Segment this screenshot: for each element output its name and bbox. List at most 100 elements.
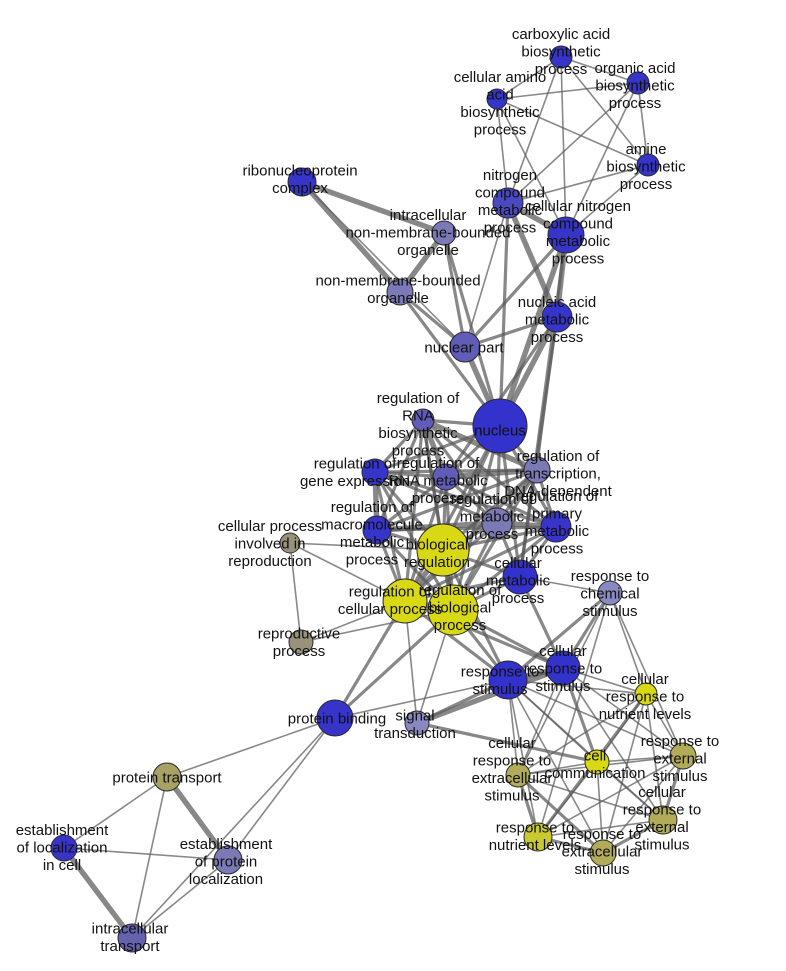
node-crextra[interactable] <box>505 762 531 788</box>
node-rstim[interactable] <box>488 660 528 700</box>
node-crnutr[interactable] <box>634 682 658 706</box>
edge-crstim-rext <box>562 667 684 757</box>
node-label-rextra: response to extracellular stimulus <box>562 826 643 878</box>
edge-rrbp-rcell <box>403 419 425 602</box>
node-amine[interactable] <box>636 153 660 177</box>
node-bioreg[interactable] <box>416 523 470 577</box>
label-layer: carboxylic acid biosynthetic processcellul… <box>16 26 719 955</box>
node-repro[interactable] <box>288 629 314 655</box>
node-carb[interactable] <box>549 45 573 69</box>
node-label-estloc: establishment of localization in cell <box>16 822 109 874</box>
node-rmet[interactable] <box>481 507 513 539</box>
node-label-rext: response to external stimulus <box>641 733 719 785</box>
edge-cprepro-repro <box>289 542 302 643</box>
node-ptrans[interactable] <box>152 762 182 792</box>
edge-ptrans-itrans <box>131 776 168 939</box>
edge-sigtrans-ccomm <box>416 721 598 764</box>
edge-organic-cnitro <box>565 82 639 236</box>
node-cnitro[interactable] <box>547 216 585 254</box>
node-label-organic: organic acid biosynthetic process <box>595 60 676 112</box>
node-rnutr[interactable] <box>523 822 553 852</box>
node-label-rrbp: regulation of RNA biosynthetic process <box>377 390 460 460</box>
edge-rchem-rnutr <box>537 592 611 838</box>
node-label-rgene: regulation of gene expression <box>300 456 410 491</box>
node-rbio[interactable] <box>427 584 479 636</box>
node-crstim[interactable] <box>545 650 581 686</box>
node-crext[interactable] <box>648 805 678 835</box>
node-label-rchem: response to chemical stimulus <box>571 568 649 620</box>
edge-crnutr-crextra <box>517 693 647 776</box>
node-cprepro[interactable] <box>279 532 301 554</box>
node-estloc[interactable] <box>50 834 78 862</box>
node-rmacro[interactable] <box>362 515 392 545</box>
node-cellmet[interactable] <box>502 559 538 595</box>
edge-nucacid-rtdna <box>536 316 558 471</box>
edge-carb-amine <box>560 56 649 166</box>
node-label-crext: cellular response to external stimulus <box>623 784 701 854</box>
edge-rgene-rmet <box>374 470 498 525</box>
node-label-rnutr: response to nutrient levels <box>489 820 582 855</box>
edge-amino-amine <box>496 98 649 166</box>
node-organic[interactable] <box>626 71 650 95</box>
node-label-nucleus: nucleus <box>474 422 526 439</box>
node-rrbp[interactable] <box>411 408 435 432</box>
edge-amino-organic <box>496 82 639 100</box>
edge-rnp-nucpart <box>301 181 466 348</box>
node-itrans[interactable] <box>117 923 147 953</box>
node-nucpart[interactable] <box>449 331 481 363</box>
edge-crstim-sigtrans <box>416 665 564 726</box>
node-rrmp[interactable] <box>432 463 460 491</box>
edge-estloc-estprot <box>63 847 229 861</box>
edge-rchem-rstim <box>506 591 612 682</box>
node-label-crnutr: cellular response to nutrient levels <box>599 671 692 723</box>
node-sigtrans[interactable] <box>404 710 430 736</box>
node-label-itrans: intracellular transport <box>92 921 169 956</box>
node-rextra[interactable] <box>589 839 617 867</box>
node-nucleus[interactable] <box>472 398 528 454</box>
node-label-nucacid: nucleic acid metabolic process <box>518 294 596 346</box>
edge-ccomm-rextra <box>596 761 604 854</box>
edge-carb-cnitro <box>560 56 567 236</box>
node-rchem[interactable] <box>597 580 623 606</box>
node-label-pbind: protein binding <box>288 710 386 727</box>
node-rgene[interactable] <box>361 458 389 486</box>
edge-crextra-crext <box>517 774 664 821</box>
edge-rext-rextra <box>602 755 684 854</box>
node-rcell[interactable] <box>382 578 428 624</box>
node-rprim[interactable] <box>540 511 572 543</box>
edge-rstim-rextra <box>507 679 604 854</box>
node-label-estprot: establishment of protein localization <box>180 836 273 888</box>
edge-rchem-crnutr <box>609 592 647 695</box>
edge-cnitro-nucpart <box>463 233 568 349</box>
node-label-amino: cellular amino acid biosynthetic process <box>454 69 547 139</box>
node-ccomm[interactable] <box>584 749 610 775</box>
node-label-inmbo: intracellular non-membrane-bounded organel… <box>345 207 510 259</box>
edge-ccomm-crextra <box>517 761 598 776</box>
node-label-carb: carboxylic acid biosynthetic process <box>512 26 610 78</box>
edge-rrbp-rtdna <box>421 417 539 473</box>
node-rext[interactable] <box>669 742 697 770</box>
node-amino[interactable] <box>486 88 508 110</box>
edge-rnp-nmbo <box>299 180 403 294</box>
node-nucacid[interactable] <box>541 301 573 333</box>
node-estprot[interactable] <box>213 845 243 875</box>
node-label-cnitro: cellular nitrogen compound metabolic proces… <box>525 198 631 268</box>
node-inmbo[interactable] <box>431 220 457 246</box>
node-label-rmet: regulation of metabolic process <box>451 491 534 543</box>
edge-rnp-inmbo <box>301 179 445 236</box>
edge-ptrans-estloc <box>63 776 168 849</box>
node-label-rstim: response to stimulus <box>461 664 539 699</box>
node-rtdna[interactable] <box>523 456 551 484</box>
node-pbind[interactable] <box>316 699 354 737</box>
edge-rstim-pbind <box>334 679 509 719</box>
edge-estloc-itrans <box>61 846 135 940</box>
edge-pbind-itrans <box>131 717 336 939</box>
node-nmbo[interactable] <box>386 278 414 306</box>
node-nitro[interactable] <box>492 187 524 219</box>
edge-nucleus-rcell <box>403 425 502 602</box>
node-label-crextra: cellular response to extracellular stimulus <box>472 735 553 805</box>
edge-nitro-nucleus <box>498 202 510 427</box>
node-rnp[interactable] <box>287 167 317 197</box>
edge-rchem-rext <box>609 592 684 757</box>
